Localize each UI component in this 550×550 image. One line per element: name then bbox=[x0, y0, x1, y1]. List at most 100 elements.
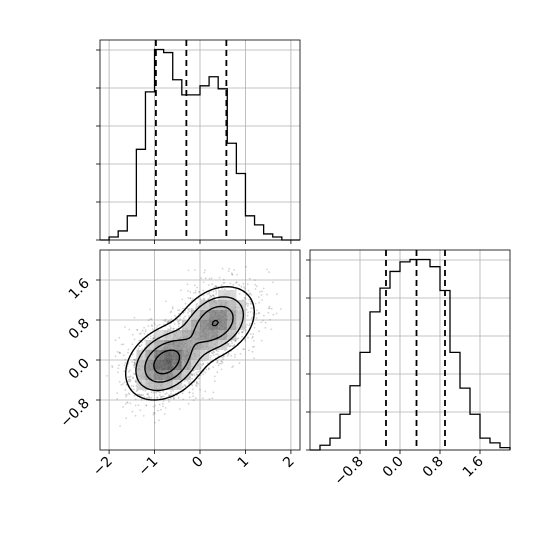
d2-scatter-point bbox=[222, 278, 225, 281]
d2-scatter-point bbox=[127, 370, 130, 373]
d2-scatter-point bbox=[153, 337, 155, 339]
d2-scatter-point bbox=[262, 287, 265, 290]
d2-scatter-point bbox=[144, 330, 147, 333]
d2-scatter-point bbox=[197, 370, 200, 373]
d2-scatter-point bbox=[184, 384, 187, 387]
d2-scatter-point bbox=[212, 354, 215, 356]
d2-scatter-point bbox=[184, 315, 187, 318]
d2-scatter-point bbox=[251, 350, 254, 353]
d2-scatter-point bbox=[247, 302, 250, 305]
d2-scatter-point bbox=[146, 396, 148, 399]
d2-scatter-point bbox=[172, 396, 175, 399]
d2-scatter-point bbox=[178, 309, 181, 311]
d2-scatter-point bbox=[243, 297, 246, 299]
d2-scatter-point bbox=[131, 343, 134, 346]
d2-scatter-point bbox=[120, 343, 123, 346]
d2-scatter-point bbox=[187, 402, 190, 405]
d2-scatter-point bbox=[192, 392, 194, 395]
d2-scatter-point bbox=[202, 298, 205, 301]
d2-scatter-point bbox=[213, 351, 216, 353]
d2-scatter-point bbox=[148, 396, 151, 398]
d2-scatter-point bbox=[178, 408, 181, 410]
d2-scatter-point bbox=[127, 376, 130, 378]
d2-scatter-point bbox=[197, 383, 200, 385]
d2-scatter-point bbox=[244, 298, 247, 301]
d2-scatter-point bbox=[249, 333, 252, 335]
d2-scatter-point bbox=[138, 393, 140, 396]
d2-density-cell bbox=[145, 360, 155, 370]
d2-scatter-point bbox=[194, 307, 197, 309]
d2-scatter-point bbox=[182, 307, 185, 310]
d2-scatter-point bbox=[139, 345, 142, 348]
d2-scatter-point bbox=[141, 341, 143, 344]
d2-scatter-point bbox=[228, 353, 230, 356]
d2-density-cell bbox=[172, 340, 182, 350]
d2-scatter-point bbox=[242, 282, 245, 285]
d2-scatter-point bbox=[154, 404, 157, 407]
d2-scatter-point bbox=[192, 292, 195, 294]
d2-x-tick-label: 1 bbox=[235, 454, 253, 472]
d2-contour-level-3 bbox=[144, 305, 234, 383]
d2-density-cell bbox=[227, 330, 237, 340]
d2-scatter-point bbox=[125, 395, 127, 398]
d2-scatter-point bbox=[187, 269, 190, 272]
d2-scatter-point bbox=[238, 293, 241, 295]
d2-scatter-point bbox=[253, 326, 256, 329]
d2-scatter-point bbox=[206, 362, 209, 365]
d2-scatter-point bbox=[116, 398, 119, 400]
d2-scatter-point bbox=[130, 385, 133, 388]
d2-scatter-point bbox=[153, 412, 156, 415]
d2-scatter-point bbox=[188, 310, 191, 313]
d2-scatter-point bbox=[249, 322, 251, 325]
d2-scatter-point bbox=[249, 300, 252, 303]
d2-scatter-point bbox=[152, 337, 155, 340]
d2-scatter-point bbox=[212, 350, 215, 353]
d2-scatter-point bbox=[126, 394, 128, 396]
d2-scatter-point bbox=[208, 278, 211, 280]
d2-scatter-point bbox=[140, 398, 143, 401]
d2-scatter-point bbox=[124, 358, 127, 361]
d2-scatter-point bbox=[183, 383, 186, 386]
d2-density-cell bbox=[227, 300, 237, 310]
d2-scatter-point bbox=[260, 339, 263, 342]
d2-scatter-point bbox=[186, 380, 189, 382]
d2-scatter-point bbox=[154, 323, 156, 326]
d2-scatter-point bbox=[122, 343, 125, 346]
d2-scatter-point bbox=[234, 340, 237, 343]
d2-scatter-point bbox=[188, 391, 191, 394]
d2-scatter-point bbox=[254, 302, 257, 305]
d2-x-tick-label: −2 bbox=[90, 454, 116, 480]
d2-density-cell bbox=[200, 320, 210, 330]
d2-scatter-point bbox=[263, 314, 265, 317]
d2-scatter-point bbox=[178, 319, 181, 322]
d2-scatter-point bbox=[133, 338, 136, 341]
d2-scatter-point bbox=[189, 297, 192, 300]
joint-density-contours bbox=[125, 286, 255, 401]
d2-scatter-point bbox=[209, 294, 212, 296]
d2-scatter-point bbox=[170, 392, 172, 395]
d2-scatter-point bbox=[150, 396, 153, 399]
d2-scatter-point bbox=[191, 377, 194, 380]
d2-scatter-point bbox=[162, 405, 165, 408]
d2-scatter-point bbox=[226, 344, 229, 347]
d2-scatter-point bbox=[190, 308, 193, 310]
d2-scatter-point bbox=[124, 393, 127, 396]
x-histogram-grid bbox=[100, 40, 300, 241]
d2-scatter-point bbox=[196, 385, 198, 387]
d2-scatter-point bbox=[106, 375, 108, 377]
d2-scatter-point bbox=[181, 298, 184, 301]
d2-scatter-point bbox=[156, 396, 158, 399]
d2-scatter-point bbox=[170, 310, 173, 313]
d2-scatter-point bbox=[270, 328, 273, 331]
d2-scatter-point bbox=[158, 390, 161, 393]
d2-scatter-point bbox=[241, 335, 244, 338]
d2-scatter-point bbox=[236, 281, 238, 284]
d2-scatter-point bbox=[177, 325, 180, 328]
d2-scatter-point bbox=[237, 337, 240, 340]
d2-scatter-point bbox=[195, 384, 197, 387]
d2-scatter-point bbox=[123, 381, 126, 384]
d2-density-cell bbox=[181, 320, 191, 330]
d2-scatter-point bbox=[177, 323, 180, 325]
d2-scatter-point bbox=[147, 325, 150, 327]
